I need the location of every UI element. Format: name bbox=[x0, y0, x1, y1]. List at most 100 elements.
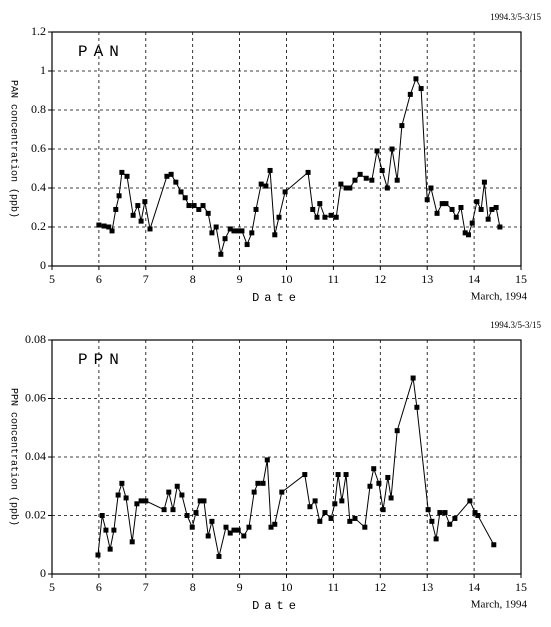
data-point bbox=[357, 171, 363, 177]
x-tick-label: 12 bbox=[374, 580, 386, 594]
data-point bbox=[113, 206, 119, 212]
data-point bbox=[467, 498, 473, 504]
data-point bbox=[328, 212, 334, 218]
data-point bbox=[253, 206, 259, 212]
data-point bbox=[111, 527, 117, 533]
data-point bbox=[410, 375, 416, 381]
data-point bbox=[335, 472, 341, 478]
data-point bbox=[231, 527, 237, 533]
data-point bbox=[481, 179, 487, 185]
data-point bbox=[317, 518, 323, 524]
x-tick-label: 10 bbox=[281, 272, 293, 286]
data-point bbox=[485, 216, 491, 222]
data-point bbox=[260, 480, 266, 486]
data-point bbox=[147, 226, 153, 232]
data-point bbox=[239, 228, 245, 234]
data-point bbox=[343, 472, 349, 478]
x-tick-label: 13 bbox=[421, 580, 433, 594]
data-point bbox=[170, 507, 176, 513]
data-point bbox=[333, 214, 339, 220]
data-point bbox=[255, 480, 261, 486]
data-point bbox=[362, 524, 368, 530]
data-point bbox=[103, 527, 109, 533]
data-point bbox=[380, 507, 386, 513]
data-point bbox=[367, 483, 373, 489]
y-tick-label: 0.08 bbox=[25, 332, 46, 346]
x-tick-label: 14 bbox=[468, 580, 480, 594]
data-point bbox=[453, 214, 459, 220]
data-point bbox=[116, 193, 122, 199]
data-point bbox=[497, 224, 503, 230]
data-point bbox=[241, 533, 247, 539]
data-point bbox=[251, 489, 257, 495]
data-point bbox=[418, 86, 424, 92]
y-tick-label: 0.6 bbox=[31, 141, 46, 155]
data-point bbox=[235, 527, 241, 533]
data-point bbox=[472, 510, 478, 516]
data-point bbox=[352, 177, 358, 183]
data-point bbox=[478, 206, 484, 212]
data-point bbox=[347, 185, 353, 191]
x-axis-note: March, 1994 bbox=[471, 599, 528, 611]
data-point bbox=[196, 206, 202, 212]
data-point bbox=[491, 542, 497, 548]
data-point bbox=[249, 230, 255, 236]
x-tick-label: 13 bbox=[421, 272, 433, 286]
data-point bbox=[339, 498, 345, 504]
data-point bbox=[413, 76, 419, 82]
data-point bbox=[414, 404, 420, 410]
y-tick-label: 1 bbox=[40, 63, 46, 77]
x-tick-label: 11 bbox=[328, 272, 340, 286]
data-point bbox=[439, 201, 445, 207]
data-point bbox=[135, 203, 141, 209]
data-point bbox=[173, 179, 179, 185]
data-point bbox=[389, 146, 395, 152]
x-tick-label: 9 bbox=[237, 580, 243, 594]
y-tick-label: 0 bbox=[40, 258, 46, 272]
data-point bbox=[437, 510, 443, 516]
data-point bbox=[328, 515, 334, 521]
y-tick-label: 0 bbox=[40, 566, 46, 580]
data-point bbox=[96, 222, 102, 228]
data-point bbox=[200, 203, 206, 209]
x-tick-label: 10 bbox=[281, 580, 293, 594]
plot-frame bbox=[51, 31, 522, 267]
data-point bbox=[399, 123, 405, 129]
data-point bbox=[227, 530, 233, 536]
data-point bbox=[332, 501, 338, 507]
data-point bbox=[209, 230, 215, 236]
data-point bbox=[343, 185, 349, 191]
data-point bbox=[197, 498, 203, 504]
data-point bbox=[465, 232, 471, 238]
y-tick-label: 1.2 bbox=[31, 24, 46, 38]
data-point bbox=[384, 185, 390, 191]
data-point bbox=[394, 428, 400, 434]
data-point bbox=[314, 214, 320, 220]
data-point bbox=[174, 483, 180, 489]
data-point bbox=[201, 498, 207, 504]
data-point bbox=[99, 513, 105, 518]
data-point bbox=[95, 552, 101, 558]
x-tick-label: 12 bbox=[374, 272, 386, 286]
data-point bbox=[379, 167, 385, 173]
y-tick-label: 0.2 bbox=[31, 219, 46, 233]
data-point bbox=[475, 513, 481, 518]
x-tick-label: 5 bbox=[49, 580, 55, 594]
data-point bbox=[138, 498, 144, 504]
data-point bbox=[129, 539, 135, 545]
data-point bbox=[178, 189, 184, 195]
y-tick-label: 0.02 bbox=[25, 507, 46, 521]
plot-frame bbox=[51, 339, 522, 575]
x-tick-label: 9 bbox=[237, 272, 243, 286]
data-point bbox=[458, 205, 464, 210]
data-point bbox=[168, 171, 174, 177]
data-point bbox=[310, 206, 316, 212]
chart-title: PAN bbox=[78, 43, 125, 61]
data-point bbox=[352, 515, 358, 521]
data-point bbox=[263, 183, 269, 189]
x-tick-label: 8 bbox=[190, 580, 196, 594]
data-point bbox=[123, 495, 129, 501]
data-point bbox=[307, 504, 313, 510]
data-point bbox=[338, 181, 344, 187]
